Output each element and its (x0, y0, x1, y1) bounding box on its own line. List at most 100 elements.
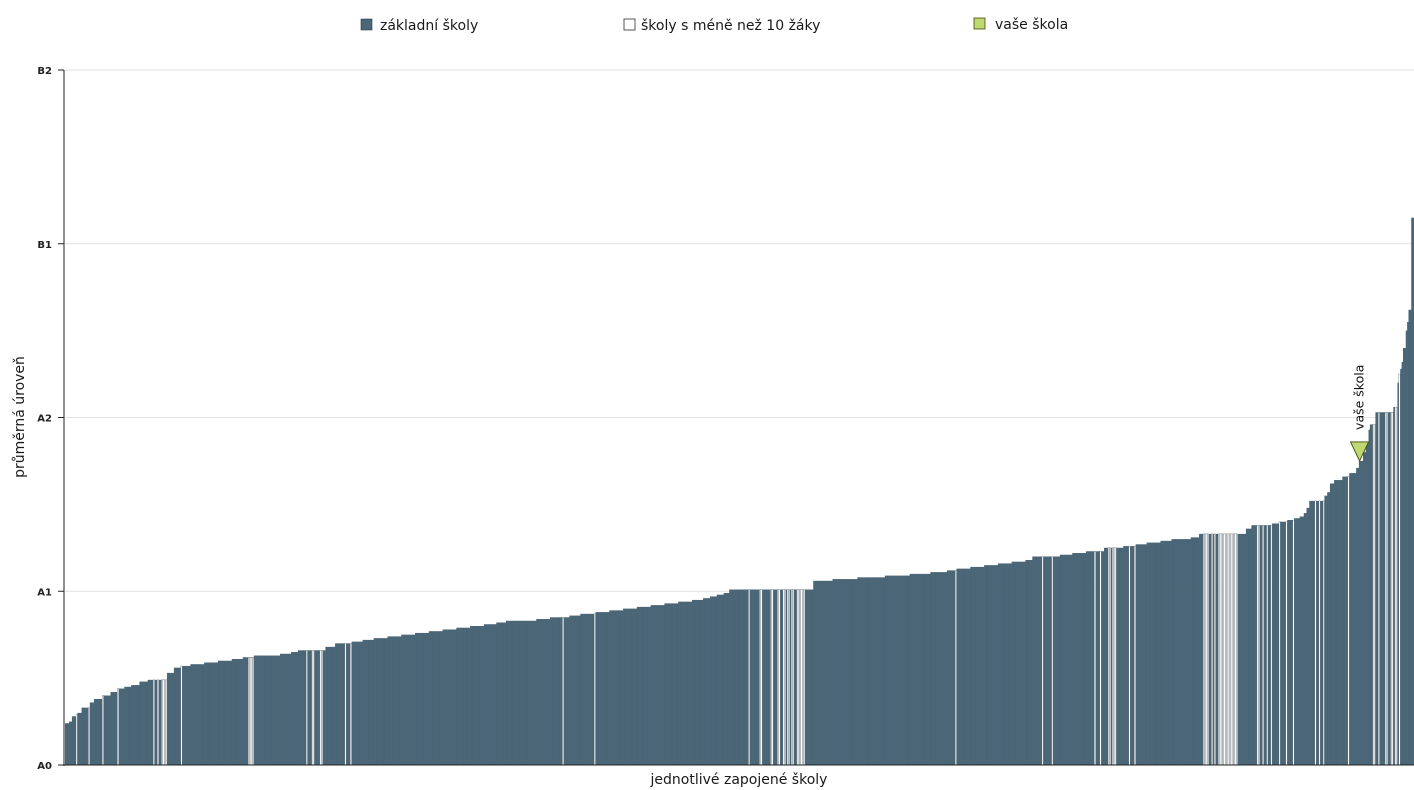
school-bar (246, 657, 249, 765)
school-bar (891, 575, 894, 765)
school-bar (459, 627, 461, 765)
school-bar (1110, 547, 1113, 765)
school-bar (308, 650, 311, 765)
school-bar (833, 579, 836, 765)
school-bar-small (1211, 533, 1213, 766)
school-bar (1296, 518, 1299, 765)
school-bar-small (1219, 533, 1222, 766)
school-bar (1047, 556, 1050, 765)
school-bar (215, 662, 217, 765)
school-bar (472, 626, 475, 765)
school-bar (173, 667, 176, 765)
school-bar (133, 685, 136, 765)
school-bar-small (760, 589, 763, 766)
school-bar (657, 605, 660, 765)
school-bar (645, 606, 647, 765)
school-bar (233, 659, 235, 765)
school-bar (1407, 321, 1409, 765)
school-bar (454, 629, 457, 765)
school-bar (625, 608, 628, 766)
school-bar (103, 695, 106, 765)
school-bar (901, 575, 904, 765)
school-bar (87, 707, 89, 765)
school-bar (1367, 443, 1369, 765)
school-bar (1054, 556, 1057, 765)
school-bar (656, 605, 658, 765)
school-bar (144, 681, 147, 765)
school-bar (573, 615, 576, 765)
y-tick-label-a0: A0 (37, 761, 52, 772)
your-school-marker-triangle (1349, 441, 1370, 462)
school-bar (494, 624, 497, 765)
school-bar (228, 660, 231, 765)
school-bar (1064, 554, 1066, 765)
school-bar (894, 575, 897, 765)
school-bar (419, 632, 421, 765)
school-bar (1149, 542, 1152, 765)
school-bar-small (1398, 373, 1401, 766)
school-bar (705, 598, 708, 765)
school-bar-small (153, 679, 155, 766)
school-bar (587, 613, 589, 765)
school-bar (490, 624, 493, 765)
school-bar (704, 598, 707, 765)
school-bar-small (1231, 533, 1234, 766)
school-bar (827, 580, 829, 765)
school-bar (273, 655, 275, 765)
school-bar (971, 566, 974, 765)
school-bar (149, 679, 151, 765)
school-bar (1008, 563, 1011, 765)
school-bar (424, 632, 427, 765)
school-bar (244, 657, 246, 765)
school-bar (489, 624, 492, 765)
school-bar (485, 624, 487, 765)
school-bar (602, 612, 605, 765)
school-bar-small (249, 657, 252, 766)
school-bar (361, 641, 363, 765)
school-bar (1250, 528, 1252, 765)
school-bar-small (1234, 533, 1237, 766)
school-bar (978, 566, 981, 765)
school-bar-small (319, 650, 322, 766)
school-bar (1081, 553, 1084, 765)
school-bar (818, 580, 821, 765)
school-bar (610, 610, 613, 765)
school-bar (329, 646, 332, 765)
school-bar (1091, 551, 1094, 765)
school-bar (326, 646, 329, 765)
school-bar (115, 692, 118, 765)
school-bar (195, 664, 198, 765)
school-bar (639, 606, 642, 765)
school-bar (285, 653, 288, 765)
school-bar (91, 702, 93, 765)
school-bar (606, 612, 609, 765)
school-bar (780, 589, 782, 765)
school-bar (507, 620, 510, 765)
school-bar (391, 636, 394, 765)
school-bar (889, 575, 891, 765)
school-bar (722, 594, 725, 765)
school-bar (661, 605, 664, 765)
school-bar (1329, 483, 1332, 765)
school-bar-small (162, 679, 165, 766)
school-bar (539, 619, 541, 765)
school-bar (264, 655, 267, 765)
school-bar (386, 638, 388, 765)
school-bar-small (593, 613, 596, 766)
school-bar (1210, 533, 1212, 765)
school-bar (492, 624, 494, 765)
school-bar (908, 575, 911, 765)
school-bar-small (759, 589, 762, 766)
school-bar (1288, 520, 1291, 765)
school-bar (804, 589, 807, 765)
school-bar (1361, 460, 1364, 765)
school-bar (996, 565, 999, 765)
school-bar (1331, 483, 1334, 765)
school-bar (828, 580, 831, 765)
school-bar (1265, 525, 1267, 765)
school-bar-small (180, 665, 183, 766)
school-bar (951, 570, 953, 765)
school-bar (434, 631, 437, 765)
school-bar (742, 589, 745, 765)
school-bar (861, 577, 864, 765)
